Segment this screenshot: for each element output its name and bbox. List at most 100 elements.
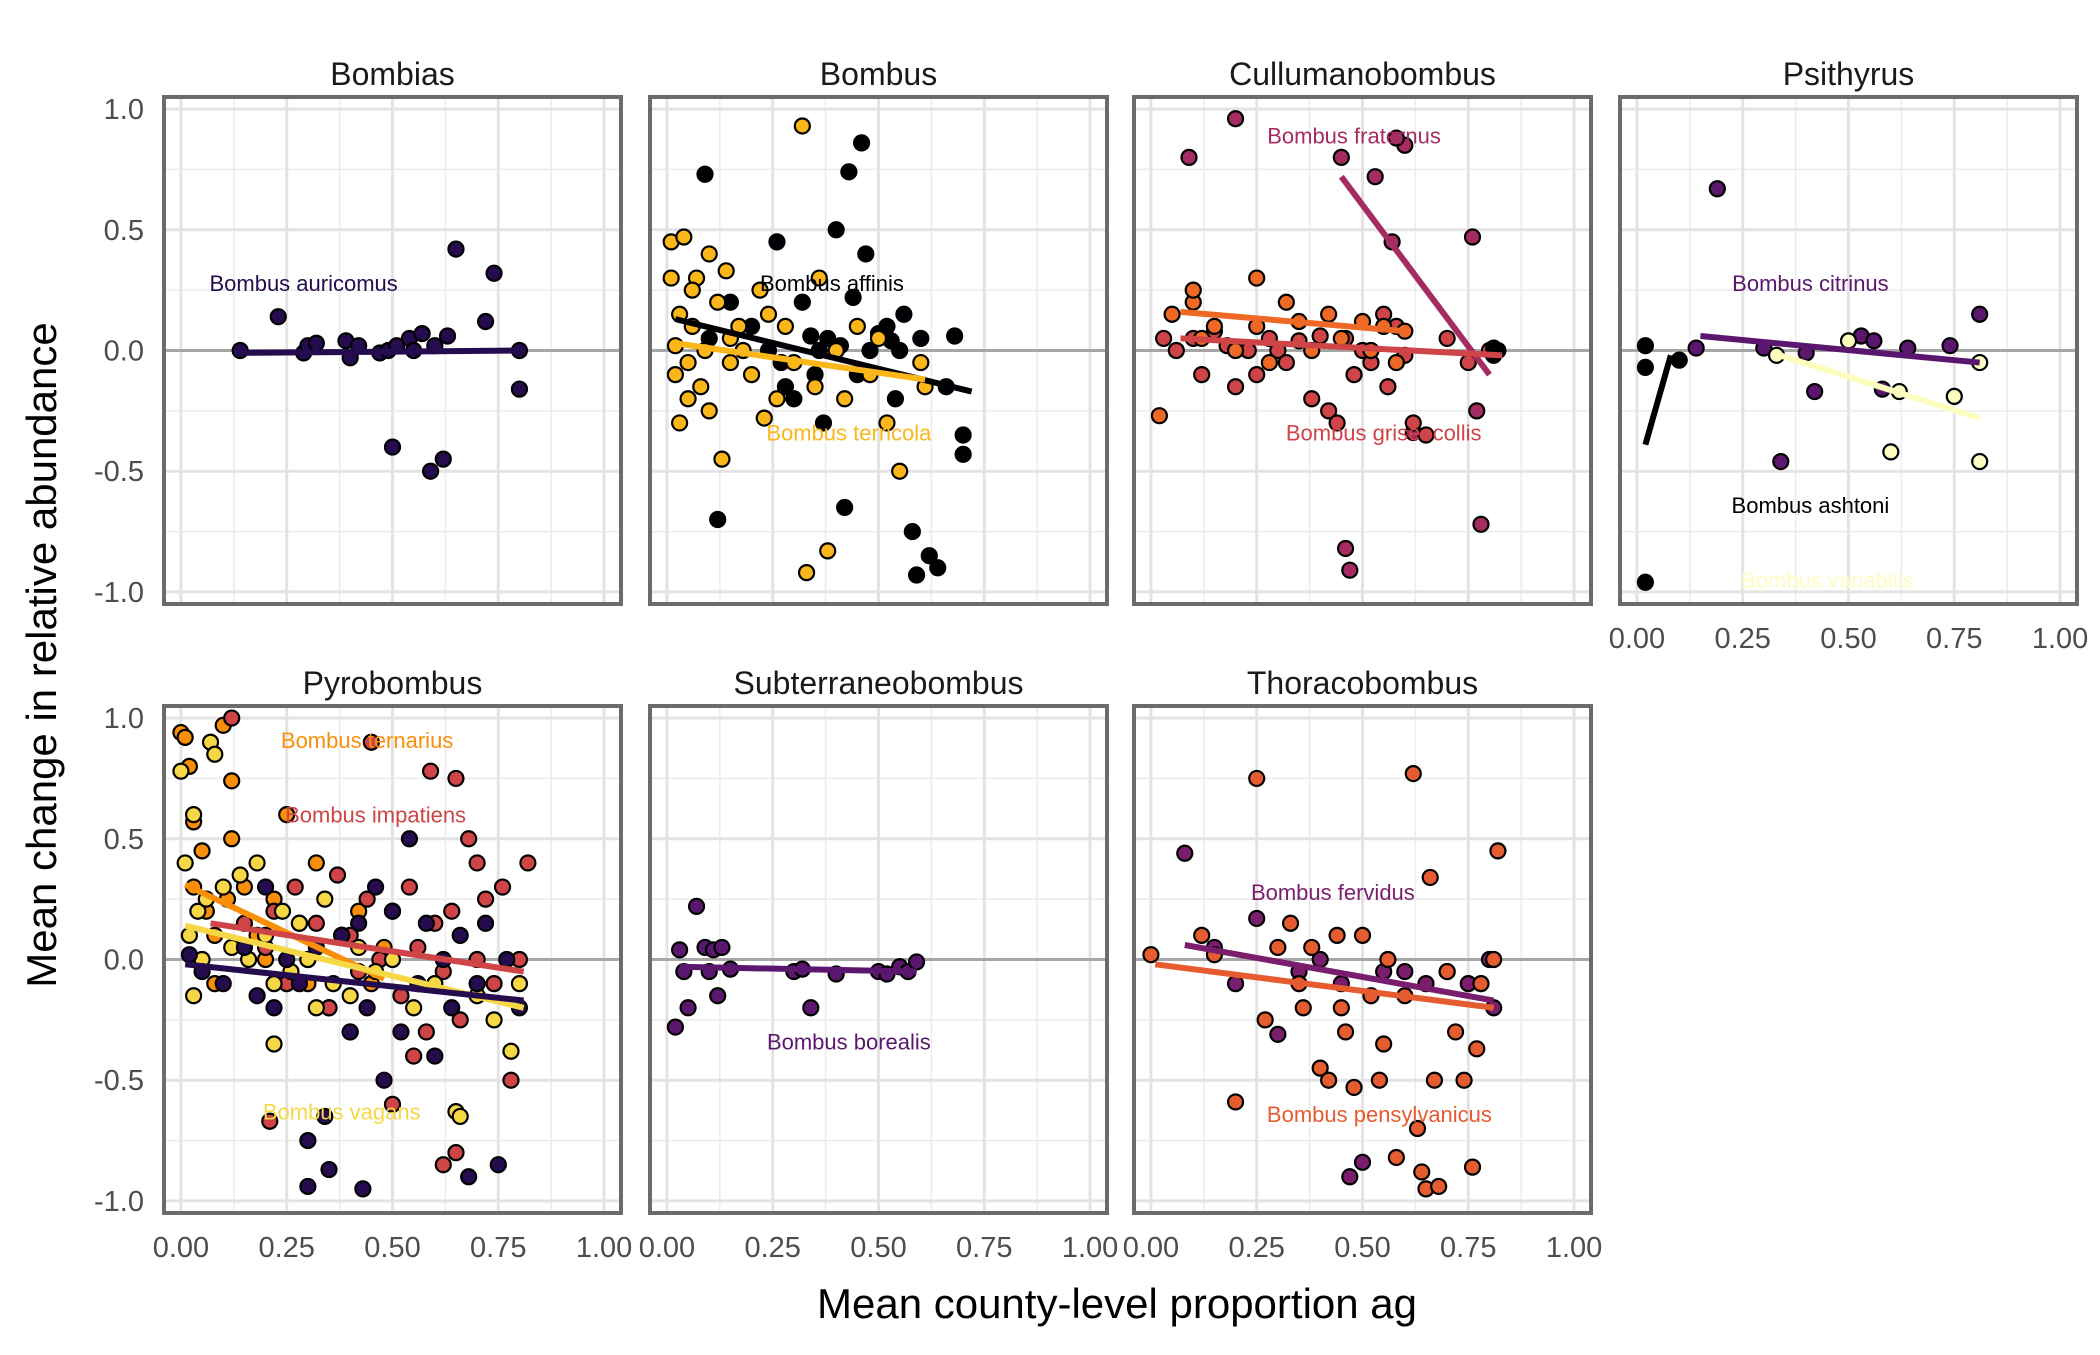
x-tick-label: 0.75 bbox=[1440, 1232, 1496, 1264]
y-tick-label: 1.0 bbox=[104, 94, 144, 126]
panel-bombias: Bombias Bombus auricomus 1.0 0.5 0.0 -0.5 -1.0 bbox=[94, 56, 623, 609]
point-bombus-pensylvanicus bbox=[1311, 1059, 1329, 1077]
fit-line-bombus-ashtoni bbox=[1642, 354, 1674, 446]
point-bombus-affinis bbox=[768, 233, 786, 251]
point-bombus-terricola bbox=[912, 353, 930, 372]
point-bombus-pensylvanicus bbox=[1353, 926, 1372, 944]
point-bombus-terricola bbox=[869, 329, 888, 348]
x-tick-label: 1.00 bbox=[1546, 1232, 1602, 1264]
point-bombus-terricola bbox=[751, 281, 769, 299]
species-label-bombus-borealis: Bombus borealis bbox=[767, 1030, 931, 1055]
point-bombus-vagans bbox=[185, 987, 203, 1005]
point-bombus-vagans bbox=[502, 1042, 520, 1060]
point-bombus-pensylvanicus bbox=[1248, 769, 1266, 788]
point-bombus-borealis bbox=[907, 953, 926, 971]
panel-plot-area: Bombus auricomus bbox=[209, 240, 529, 480]
panel-cullumanobombus: Cullumanobombus Bombus fraternus Bombus gr… bbox=[1132, 56, 1593, 606]
point-bombus-pensylvanicus bbox=[1438, 962, 1456, 981]
point-bombus-impatiens bbox=[485, 975, 503, 993]
point-bombus-variabilis bbox=[1971, 452, 1989, 471]
point-bombus-pensylvanicus bbox=[1256, 1011, 1274, 1029]
point-bombus-pensylvanicus bbox=[1404, 764, 1422, 783]
point-bombus-rufocinctus bbox=[1248, 269, 1266, 287]
x-tick-label: 0.25 bbox=[744, 1232, 800, 1264]
point-bombus-ternarius bbox=[223, 772, 241, 790]
point-bombus-borealis bbox=[679, 999, 697, 1017]
species-label-bombus-fraternus: Bombus fraternus bbox=[1267, 124, 1441, 149]
point-bombus-ternarius bbox=[223, 830, 241, 848]
point-series bbox=[366, 878, 385, 896]
point-bombus-vagans bbox=[265, 1035, 283, 1053]
fit-line-bombus-fervidus bbox=[1184, 942, 1495, 1004]
point-bombus-pensylvanicus bbox=[1142, 946, 1160, 964]
point-series bbox=[489, 1156, 507, 1174]
panel-border bbox=[1618, 95, 2079, 606]
point-bombus-impatiens bbox=[476, 890, 495, 908]
point-bombus-affinis bbox=[852, 134, 871, 152]
point-bombus-griseocollis bbox=[1193, 366, 1211, 384]
point-bombus-vagans bbox=[265, 975, 283, 993]
y-axis-title: Mean change in relative abundance bbox=[18, 322, 65, 987]
x-tick-label: 0.00 bbox=[1609, 623, 1665, 655]
species-label-bombus-ternarius: Bombus ternarius bbox=[281, 728, 453, 753]
strip-title-psithyrus: Psithyrus bbox=[1783, 56, 1915, 92]
point-bombus-borealis bbox=[802, 999, 820, 1017]
point-bombus-fraternus bbox=[1332, 148, 1350, 166]
point-bombus-vagans bbox=[290, 914, 309, 932]
point-bombus-terricola bbox=[679, 390, 697, 408]
point-series bbox=[417, 914, 435, 932]
point-bombus-pensylvanicus bbox=[1294, 999, 1312, 1017]
point-bombus-pensylvanicus bbox=[1485, 950, 1503, 969]
point-bombus-auricomus bbox=[307, 334, 325, 352]
point-bombus-rufocinctus bbox=[1320, 305, 1338, 323]
point-bombus-fraternus bbox=[1472, 515, 1490, 533]
point-bombus-auricomus bbox=[510, 380, 529, 398]
x-tick-label: 0.00 bbox=[153, 1232, 209, 1264]
x-tick-label: 1.00 bbox=[1062, 1232, 1118, 1264]
point-series bbox=[498, 950, 516, 969]
point-bombus-pensylvanicus bbox=[1425, 1071, 1444, 1089]
point-bombus-variabilis bbox=[1839, 332, 1858, 350]
point-bombus-impatiens bbox=[502, 1071, 520, 1089]
point-bombus-terricola bbox=[768, 390, 786, 408]
x-tick-label: 1.00 bbox=[576, 1232, 632, 1264]
point-series bbox=[299, 1177, 317, 1196]
point-bombus-impatiens bbox=[307, 914, 325, 932]
point-series bbox=[320, 1160, 338, 1179]
panel-plot-area: Bombus fervidus Bombus pensylvanicus bbox=[1142, 764, 1507, 1198]
point-bombus-affinis bbox=[793, 293, 811, 311]
point-bombus-borealis bbox=[671, 941, 689, 959]
point-bombus-affinis bbox=[946, 327, 964, 345]
panel-border bbox=[648, 704, 1109, 1215]
panel-thoracobombus: Thoracobombus Bombus fervidus Bombus pensy… bbox=[1123, 665, 1603, 1264]
point-bombus-variabilis bbox=[1945, 387, 1963, 405]
point-bombus-ashtoni bbox=[1636, 337, 1654, 355]
y-tick-label: 0.0 bbox=[104, 336, 144, 368]
point-bombus-griseocollis bbox=[1404, 414, 1422, 432]
strip-title-cullumanobombus: Cullumanobombus bbox=[1229, 56, 1496, 92]
point-bombus-fervidus bbox=[1341, 1168, 1359, 1186]
panel-pyrobombus: Pyrobombus Bombus ternarius Bombus impatie… bbox=[94, 665, 632, 1264]
point-bombus-impatiens bbox=[451, 1011, 469, 1029]
point-bombus-griseocollis bbox=[1438, 329, 1456, 348]
point-bombus-auricomus bbox=[413, 325, 431, 343]
point-bombus-impatiens bbox=[417, 1023, 435, 1041]
point-bombus-citrinus bbox=[1708, 180, 1726, 198]
point-series bbox=[248, 987, 266, 1005]
point-bombus-pensylvanicus bbox=[1430, 1177, 1448, 1196]
point-bombus-affinis bbox=[709, 510, 727, 529]
species-label-bombus-impatiens: Bombus impatiens bbox=[285, 803, 466, 828]
species-label-bombus-terricola: Bombus terricola bbox=[766, 421, 932, 446]
point-bombus-vagans bbox=[248, 854, 266, 872]
point-bombus-pensylvanicus bbox=[1193, 926, 1211, 944]
point-series bbox=[350, 914, 368, 932]
y-tick-label: 0.0 bbox=[104, 945, 144, 977]
x-tick-label: 0.00 bbox=[639, 1232, 695, 1264]
point-bombus-vagans bbox=[176, 854, 194, 872]
point-bombus-variabilis bbox=[1882, 443, 1900, 461]
point-bombus-pensylvanicus bbox=[1468, 1040, 1486, 1058]
point-bombus-affinis bbox=[696, 165, 714, 183]
point-bombus-terricola bbox=[742, 366, 761, 384]
point-bombus-terricola bbox=[717, 262, 735, 280]
